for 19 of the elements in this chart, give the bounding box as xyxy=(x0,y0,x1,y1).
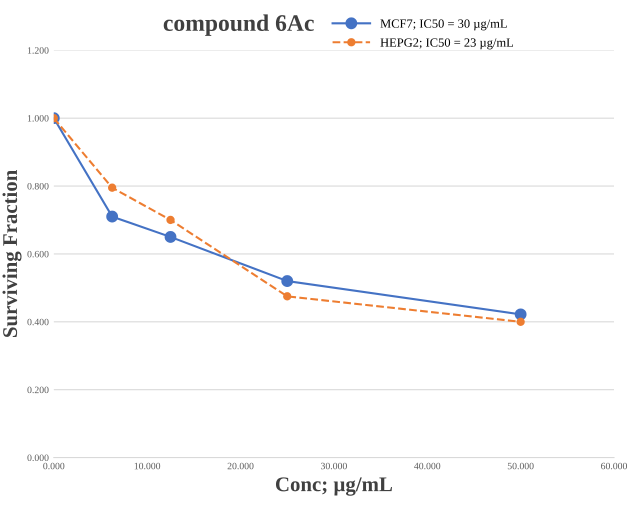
y-tick-label: 0.000 xyxy=(27,454,49,462)
y-tick-label: 1.200 xyxy=(28,47,49,54)
x-axis-title: Conc; µg/mL xyxy=(276,477,392,496)
y-tick-label: 0.400 xyxy=(27,318,49,326)
x-tick-label: 0.000 xyxy=(43,462,64,470)
x-tick-label: 40.000 xyxy=(414,462,440,470)
y-tick-label: 0.600 xyxy=(27,250,49,258)
y-tick-label: 1.000 xyxy=(28,115,49,122)
x-tick-label: 50.000 xyxy=(508,462,534,470)
x-tick-label: 60.000 xyxy=(601,462,628,470)
y-tick-label: 0.800 xyxy=(27,182,49,190)
x-tick-label: 30.000 xyxy=(321,462,347,470)
legend-label: HEPG2; IC50 = 23 µg/mL xyxy=(380,38,514,50)
x-tick-label: 20.000 xyxy=(228,462,254,470)
x-tick-label: 10.000 xyxy=(134,462,160,470)
y-axis-title: Surviving Fraction xyxy=(2,170,22,338)
y-tick-label: 0.200 xyxy=(27,386,49,394)
chart-title: compound 6Ac xyxy=(164,14,314,36)
legend-label: MCF7; IC50 = 30 µg/mL xyxy=(380,19,507,30)
